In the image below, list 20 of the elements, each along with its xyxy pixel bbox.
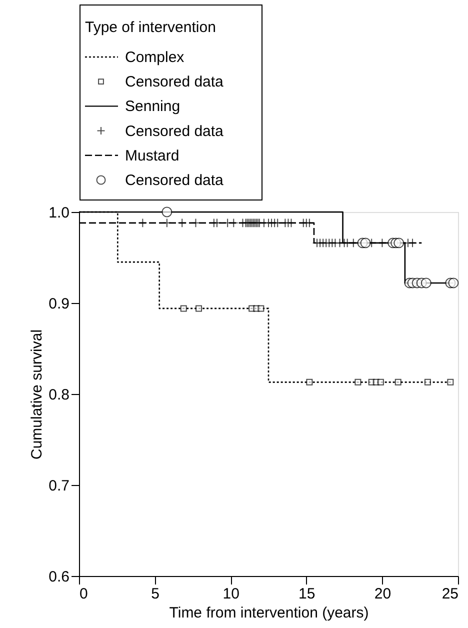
legend-label: Complex — [125, 49, 185, 66]
legend-label: Censored data — [125, 74, 224, 91]
y-tick-label: 0.9 — [48, 296, 70, 312]
legend-label: Censored data — [125, 172, 224, 189]
x-tick-label: 15 — [298, 586, 316, 602]
x-tick-label: 20 — [374, 586, 392, 602]
legend-title: Type of intervention — [85, 19, 216, 36]
x-tick-label: 10 — [222, 586, 240, 602]
x-tick-label: 5 — [151, 586, 160, 602]
y-tick-label: 0.8 — [48, 386, 70, 404]
y-axis-title: Cumulative survival — [28, 329, 46, 460]
x-axis-title: Time from intervention (years) — [169, 604, 369, 622]
legend-label: Censored data — [125, 122, 224, 140]
x-tick-label: 25 — [442, 586, 458, 602]
x-tick-label: 0 — [80, 586, 88, 602]
y-tick-label: 0.7 — [48, 478, 70, 494]
legend-label: Mustard — [125, 147, 180, 164]
y-tick-label: 1.0 — [48, 204, 70, 222]
y-tick-label: 0.6 — [48, 568, 70, 586]
legend-label: Senning — [125, 98, 180, 116]
